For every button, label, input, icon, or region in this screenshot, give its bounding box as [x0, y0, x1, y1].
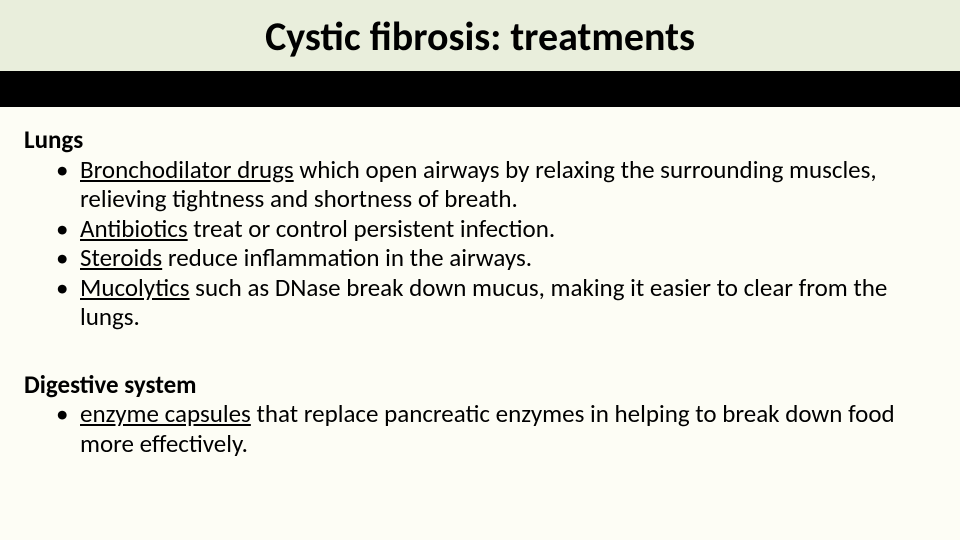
slide-content: Lungs Bronchodilator drugs which open ai…	[0, 107, 960, 458]
slide: Cystic fibrosis: treatments Lungs Bronch…	[0, 0, 960, 540]
term: Antibiotics	[80, 213, 188, 244]
list-item: Bronchodilator drugs which open airways …	[56, 155, 936, 214]
bullet-list-digestive: enzyme capsules that replace pancreatic …	[24, 399, 936, 458]
bullet-list-lungs: Bronchodilator drugs which open airways …	[24, 155, 936, 332]
term: Mucolytics	[80, 272, 190, 303]
term: enzyme capsules	[80, 398, 251, 429]
list-item: Mucolytics such as DNase break down mucu…	[56, 273, 936, 332]
list-item: Steroids reduce inflammation in the airw…	[56, 243, 936, 273]
item-text: such as DNase break down mucus, making i…	[80, 272, 887, 333]
list-item: Antibiotics treat or control persistent …	[56, 214, 936, 244]
term: Steroids	[80, 242, 162, 273]
list-item: enzyme capsules that replace pancreatic …	[56, 399, 936, 458]
slide-title: Cystic fibrosis: treatments	[0, 12, 960, 61]
title-band: Cystic fibrosis: treatments	[0, 0, 960, 71]
section-gap	[24, 332, 936, 370]
term: Bronchodilator drugs	[80, 154, 294, 185]
item-text: treat or control persistent infection.	[188, 213, 556, 244]
section-heading-digestive: Digestive system	[24, 370, 936, 400]
section-heading-lungs: Lungs	[24, 125, 936, 155]
dark-band	[0, 71, 960, 107]
item-text: reduce inflammation in the airways.	[162, 242, 532, 273]
